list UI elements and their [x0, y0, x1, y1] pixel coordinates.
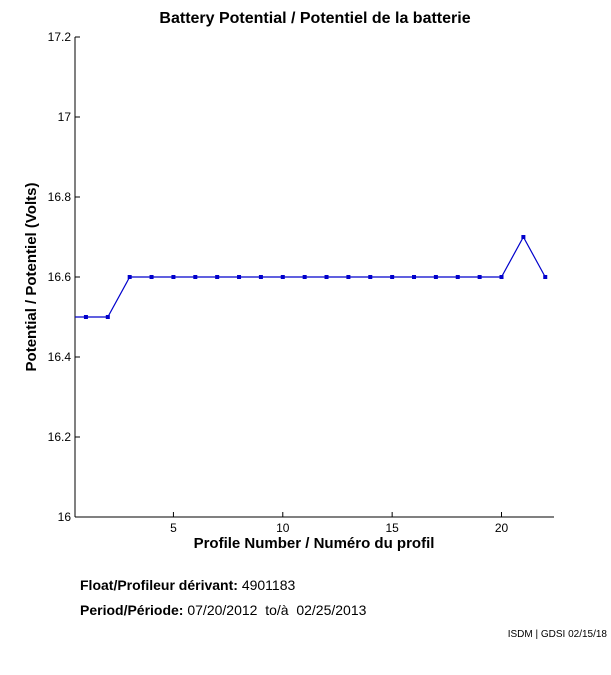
data-point [105, 315, 110, 319]
y-ticks: 16 16.2 16.4 16.6 16.8 17 17.2 [48, 30, 80, 524]
data-point [237, 275, 242, 279]
data-point [324, 275, 329, 279]
data-point [477, 275, 482, 279]
y-tick-label: 16.2 [48, 430, 72, 444]
data-point [149, 275, 154, 279]
data-point [543, 275, 548, 279]
data-point [521, 235, 526, 239]
x-tick-label: 15 [385, 521, 399, 535]
period-value: 07/20/2012 to/à 02/25/2013 [187, 602, 367, 618]
y-tick-label: 16 [58, 510, 72, 524]
y-axis-label: Potential / Potentiel (Volts) [23, 183, 40, 372]
float-value: 4901183 [241, 577, 296, 593]
float-label: Float/Profileur dérivant: [80, 577, 238, 593]
battery-potential-chart: Battery Potential / Potentiel de la batt… [23, 10, 554, 552]
series-group [75, 235, 548, 319]
period-label: Period/Période: [80, 602, 184, 618]
y-tick-label: 17 [58, 110, 72, 124]
data-point [280, 275, 285, 279]
x-tick-label: 5 [170, 521, 177, 535]
data-point [412, 275, 417, 279]
data-point [390, 275, 395, 279]
data-point [193, 275, 198, 279]
data-point [433, 275, 438, 279]
float-info: Float/Profileur dérivant: 4901183 [80, 577, 295, 593]
x-tick-label: 20 [495, 521, 509, 535]
data-point [127, 275, 132, 279]
chart-title: Battery Potential / Potentiel de la batt… [159, 10, 470, 27]
y-tick-label: 17.2 [48, 30, 72, 44]
data-point [346, 275, 351, 279]
data-point [368, 275, 373, 279]
series-line [75, 235, 546, 318]
period-info: Period/Période: 07/20/2012 to/à 02/25/20… [80, 602, 366, 618]
credit-text: ISDM | GDSI 02/15/18 [507, 629, 607, 640]
x-tick-label: 10 [276, 521, 290, 535]
data-point [302, 275, 307, 279]
data-point [258, 275, 263, 279]
data-point [455, 275, 460, 279]
data-point [171, 275, 176, 279]
x-ticks: 5 10 15 20 [170, 512, 509, 535]
x-axis-label: Profile Number / Numéro du profil [194, 535, 435, 552]
y-tick-label: 16.4 [48, 350, 72, 364]
data-point [83, 315, 88, 319]
data-point [499, 275, 504, 279]
y-tick-label: 16.6 [48, 270, 72, 284]
y-tick-label: 16.8 [48, 190, 72, 204]
data-point [215, 275, 220, 279]
